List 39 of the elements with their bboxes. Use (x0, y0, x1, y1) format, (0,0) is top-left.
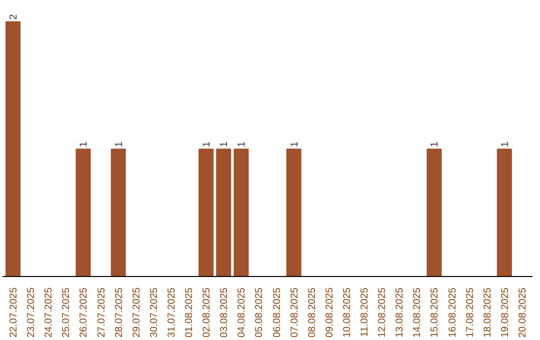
x-tick-label: 09.08.2025 (324, 287, 336, 338)
x-tick-label: 05.08.2025 (254, 287, 266, 338)
x-tick-label: 07.08.2025 (289, 287, 300, 338)
data-label: 1 (500, 141, 511, 148)
x-tick-label: 03.08.2025 (219, 287, 230, 338)
x-tick-label: 31.07.2025 (166, 287, 178, 338)
x-tick-label: 22.07.2025 (8, 287, 20, 338)
data-label: 1 (430, 141, 441, 148)
x-tick-label: 02.08.2025 (202, 287, 213, 338)
x-tick-label: 19.08.2025 (500, 287, 511, 338)
x-tick-label: 01.08.2025 (184, 287, 196, 338)
x-tick-label: 17.08.2025 (464, 287, 476, 338)
x-tick-label: 18.08.2025 (482, 287, 494, 338)
x-tick-label: 11.08.2025 (360, 287, 371, 337)
x-tick-label: 04.08.2025 (236, 287, 248, 338)
x-tick-label: 13.08.2025 (394, 287, 406, 338)
data-label: 2 (8, 14, 20, 20)
x-tick-label: 28.07.2025 (114, 287, 125, 338)
x-tick-label: 12.08.2025 (377, 287, 388, 338)
x-tick-label: 10.08.2025 (342, 287, 353, 338)
data-label: 1 (289, 141, 300, 148)
data-label: 1 (236, 141, 248, 148)
data-label: 1 (78, 141, 90, 148)
x-tick-label: 15.08.2025 (430, 287, 441, 338)
x-tick-label: 20.08.2025 (517, 287, 528, 338)
x-tick-label: 30.07.2025 (148, 287, 160, 338)
x-tick-label: 25.07.2025 (61, 287, 72, 338)
x-tick-label: 06.08.2025 (272, 287, 283, 338)
x-tick-label: 16.08.2025 (447, 287, 458, 338)
x-tick-label: 26.07.2025 (78, 287, 90, 338)
data-label: 1 (219, 141, 230, 148)
data-label: 1 (202, 141, 213, 148)
x-tick-label: 08.08.2025 (306, 287, 318, 338)
x-tick-label: 23.07.2025 (26, 287, 38, 338)
x-tick-label: 24.07.2025 (44, 287, 55, 338)
x-tick-label: 29.07.2025 (131, 287, 142, 338)
data-label: 1 (114, 141, 125, 148)
x-tick-label: 27.07.2025 (96, 287, 108, 338)
x-tick-label: 14.08.2025 (412, 287, 424, 338)
